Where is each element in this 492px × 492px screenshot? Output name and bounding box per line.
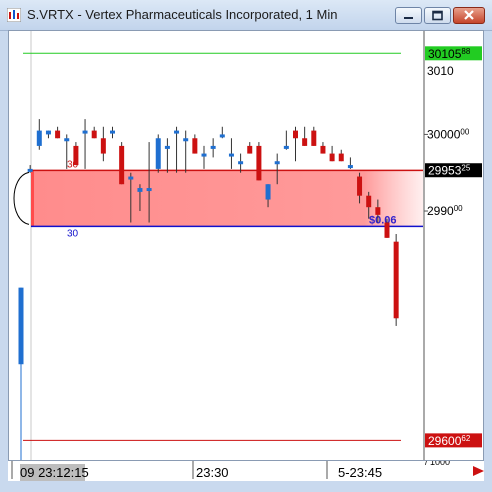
chart-area[interactable]: 30 30 $0.06 3000000 299000 3010 3010588 2995325…	[8, 30, 484, 461]
title-bar: S.VRTX - Vertex Pharmaceuticals Incorpor…	[0, 0, 492, 31]
price-badge	[425, 46, 482, 61]
candle-body	[110, 130, 115, 134]
price-badge-decimals: 25	[461, 164, 470, 173]
candle-body	[45, 130, 51, 135]
candle-body	[320, 145, 326, 154]
candle-body	[183, 138, 189, 142]
price-tick-decimals: 00	[454, 204, 463, 213]
candle-body	[247, 145, 253, 154]
time-tick-label: 09 23:12:15	[20, 465, 89, 480]
candle-body	[302, 138, 308, 146]
candle-body	[238, 161, 244, 165]
price-badge-main: 29600	[428, 434, 462, 448]
time-axis-background	[8, 461, 484, 481]
candle-body	[146, 188, 152, 192]
price-tick-label: 299000	[427, 204, 463, 218]
candle-body	[128, 176, 134, 180]
candle-body	[228, 153, 234, 157]
candle-body	[119, 145, 125, 185]
candle-body	[192, 138, 198, 154]
candle-body	[174, 130, 180, 134]
time-tick-label: 23:30	[196, 465, 229, 480]
candle-body	[64, 138, 70, 142]
price-badge	[425, 163, 482, 178]
minimize-icon	[404, 17, 413, 19]
candle-body	[100, 138, 106, 154]
candle-body	[219, 134, 225, 138]
price-tick-decimals: 00	[460, 127, 469, 136]
candle-body	[137, 188, 143, 192]
candle-body	[375, 207, 381, 215]
candlestick-chart: 3030$0.063000000299000301030105882995325…	[13, 31, 482, 460]
time-tick-label: 5-23:45	[338, 465, 382, 480]
window-title: S.VRTX - Vertex Pharmaceuticals Incorpor…	[27, 7, 338, 22]
zone-bracket	[13, 171, 30, 225]
candle-body	[210, 145, 216, 149]
candle-body	[384, 222, 390, 238]
app-icon	[7, 8, 21, 22]
price-badge	[425, 433, 482, 448]
candle-body	[265, 184, 271, 200]
price-tick-label-partial: 3010	[427, 64, 454, 78]
candle-body	[357, 176, 363, 196]
zoom-note: / 1000	[425, 461, 450, 467]
candle-body	[18, 287, 24, 365]
price-tick-main: 30000	[427, 127, 461, 141]
price-badge-decimals: 88	[461, 47, 470, 56]
shaded-zone	[31, 170, 423, 227]
candle-body	[393, 241, 399, 319]
maximize-button[interactable]	[424, 7, 451, 24]
candle-body	[155, 138, 161, 169]
candle-body	[27, 168, 33, 172]
close-icon	[464, 10, 474, 20]
price-badge-label: 3010588	[428, 47, 471, 61]
zone-left-edge	[31, 170, 34, 227]
price-badge-label: 2995325	[428, 164, 471, 178]
minimize-button[interactable]	[395, 7, 422, 24]
candle-body	[256, 145, 262, 181]
candle-body	[36, 130, 42, 146]
price-badge-decimals: 62	[461, 434, 470, 443]
close-button[interactable]	[453, 7, 485, 24]
candle-body	[338, 153, 344, 162]
candle-body	[366, 195, 372, 208]
candle-body	[293, 130, 298, 139]
candle-body	[201, 153, 207, 157]
candle-body	[274, 161, 280, 165]
candle-body	[82, 130, 88, 134]
time-cursor-box	[20, 464, 85, 481]
scroll-right-icon[interactable]	[473, 466, 484, 476]
time-axis-panel: 09 23:12:15 23:30 5-23:45 / 1000	[0, 461, 492, 492]
candle-body	[329, 153, 335, 162]
price-badge-main: 29953	[428, 164, 462, 178]
price-badge-label: 2960062	[428, 434, 471, 448]
time-axis: 09 23:12:15 23:30 5-23:45 / 1000	[8, 461, 484, 481]
candle-body	[91, 130, 97, 139]
price-tick-label: 3000000	[427, 127, 470, 141]
price-badge-main: 30105	[428, 47, 462, 61]
zone-top-label: 30	[67, 159, 79, 170]
zone-bottom-label: 30	[67, 228, 79, 239]
maximize-icon	[432, 10, 443, 21]
candle-body	[347, 165, 353, 169]
candle-body	[164, 145, 170, 149]
candle-body	[55, 130, 61, 139]
candle-body	[73, 145, 79, 166]
candle-body	[283, 145, 289, 149]
price-tick-main: 2990	[427, 204, 454, 218]
price-change-label: $0.06	[369, 214, 397, 226]
candle-body	[311, 130, 317, 146]
